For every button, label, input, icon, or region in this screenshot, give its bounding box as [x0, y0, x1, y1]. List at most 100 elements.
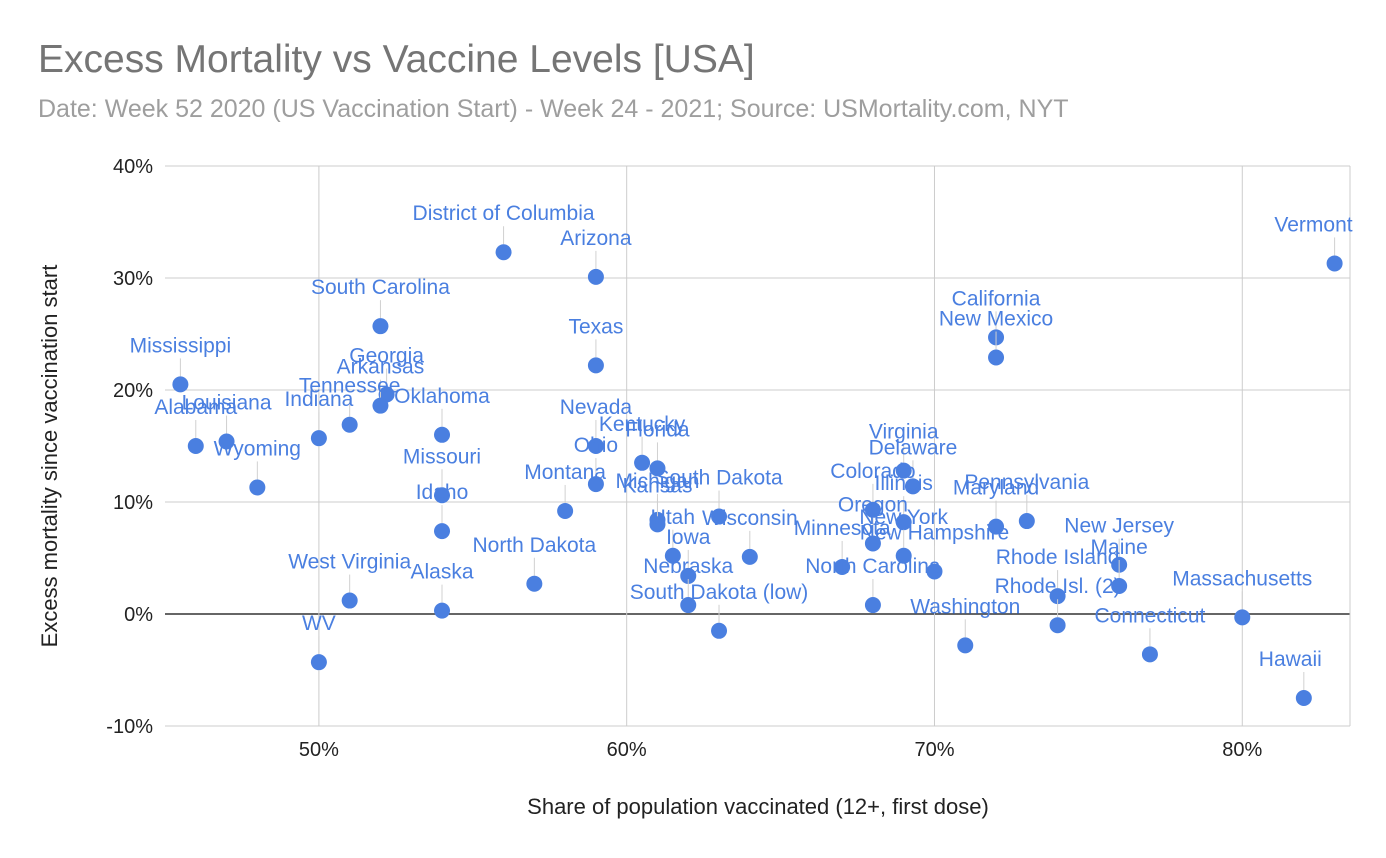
data-point: [864, 535, 881, 552]
point-label: South Dakota (low): [630, 581, 809, 604]
point-label: District of Columbia: [413, 202, 595, 225]
point-label: North Dakota: [472, 534, 596, 557]
data-point: [526, 575, 543, 592]
point-label: Arkansas: [337, 356, 425, 379]
data-point: [172, 376, 189, 393]
data-point: [310, 654, 327, 671]
data-point: [649, 516, 666, 533]
data-point: [988, 518, 1005, 535]
data-point: [864, 597, 881, 614]
chart-subtitle: Date: Week 52 2020 (US Vaccination Start…: [38, 95, 1069, 123]
point-label: Washington: [910, 595, 1020, 618]
data-point: [649, 460, 666, 477]
point-label: South Carolina: [311, 276, 450, 299]
data-point: [341, 592, 358, 609]
x-axis-label: Share of population vaccinated (12+, fir…: [527, 794, 989, 819]
point-label: Rhode Isl. (2): [995, 575, 1121, 598]
point-label: Utah: [651, 506, 695, 529]
data-point: [434, 426, 451, 443]
data-point: [1141, 646, 1158, 663]
y-tick-label: 30%: [113, 268, 153, 290]
data-point: [187, 438, 204, 454]
point-label: Kentucky: [599, 413, 686, 436]
data-point: [218, 433, 235, 450]
data-point: [249, 479, 266, 496]
data-point: [988, 349, 1005, 366]
point-label: Oregon: [838, 493, 908, 516]
point-label: Maine: [1091, 536, 1148, 559]
point-label: Oklahoma: [394, 385, 490, 408]
y-tick-label: 20%: [113, 380, 153, 402]
data-point: [1326, 255, 1343, 272]
x-tick-label: 50%: [299, 739, 339, 761]
data-point: [1018, 513, 1035, 530]
data-point: [434, 487, 451, 504]
point-label: Mississippi: [130, 334, 232, 357]
y-tick-label: -10%: [106, 716, 153, 738]
point-label: New York: [859, 506, 948, 529]
point-label: New Mexico: [939, 308, 1053, 331]
data-point: [1049, 588, 1066, 605]
data-point: [895, 462, 912, 479]
data-point: [680, 567, 697, 584]
data-point: [895, 514, 912, 531]
data-point: [1295, 690, 1312, 706]
point-label: Iowa: [666, 526, 711, 549]
data-point: [1049, 617, 1066, 634]
point-label: Hawaii: [1259, 648, 1322, 671]
point-label: Minnesota: [794, 517, 891, 540]
point-label: WV: [302, 612, 336, 635]
point-label: Maryland: [953, 477, 1039, 500]
point-label: Nevada: [560, 396, 633, 419]
data-point: [587, 438, 604, 454]
data-point: [864, 501, 881, 518]
y-tick-label: 40%: [113, 156, 153, 178]
data-point: [711, 622, 728, 639]
point-label: Idaho: [416, 481, 469, 504]
data-point: [587, 476, 604, 493]
point-label: Indiana: [284, 388, 353, 411]
data-point: [434, 523, 451, 540]
data-point: [587, 268, 604, 285]
point-label: Texas: [568, 315, 623, 338]
point-label: Rhode Island: [996, 546, 1120, 569]
point-label: Wyoming: [214, 437, 301, 460]
data-point: [1111, 578, 1128, 594]
point-label: Nebraska: [643, 555, 733, 578]
point-label: Pennsylvania: [964, 471, 1089, 494]
data-point: [495, 244, 512, 261]
data-point: [741, 548, 758, 565]
data-point: [904, 478, 921, 495]
y-tick-label: 10%: [113, 492, 153, 514]
data-point: [587, 357, 604, 374]
data-point: [310, 430, 327, 447]
data-point: [957, 637, 974, 654]
point-label: Virginia: [869, 421, 939, 444]
point-label: Michigan: [615, 470, 699, 493]
point-label: Connecticut: [1094, 604, 1205, 627]
x-tick-label: 70%: [914, 739, 954, 761]
point-label: Ohio: [574, 434, 618, 457]
point-label: Alabama: [154, 396, 237, 419]
data-point: [680, 597, 697, 614]
chart-title: Excess Mortality vs Vaccine Levels [USA]: [38, 38, 755, 81]
data-point: [341, 416, 358, 433]
x-tick-label: 80%: [1222, 739, 1262, 761]
point-label: New Hampshire: [860, 521, 1009, 544]
point-label: Massachusetts: [1172, 567, 1312, 590]
x-tick-label: 60%: [607, 739, 647, 761]
data-point: [664, 547, 681, 564]
data-point: [634, 454, 651, 471]
data-point: [895, 547, 912, 564]
point-label: Kansas: [622, 474, 692, 497]
data-point: [372, 397, 389, 414]
data-point: [557, 502, 574, 519]
point-label: North Carolina: [805, 555, 941, 578]
data-point: [711, 508, 728, 525]
point-label: Montana: [524, 461, 606, 484]
data-point: [834, 558, 851, 575]
y-tick-label: 0%: [124, 604, 153, 626]
point-label: Illinois: [875, 472, 933, 495]
point-label: South Dakota: [655, 467, 783, 490]
